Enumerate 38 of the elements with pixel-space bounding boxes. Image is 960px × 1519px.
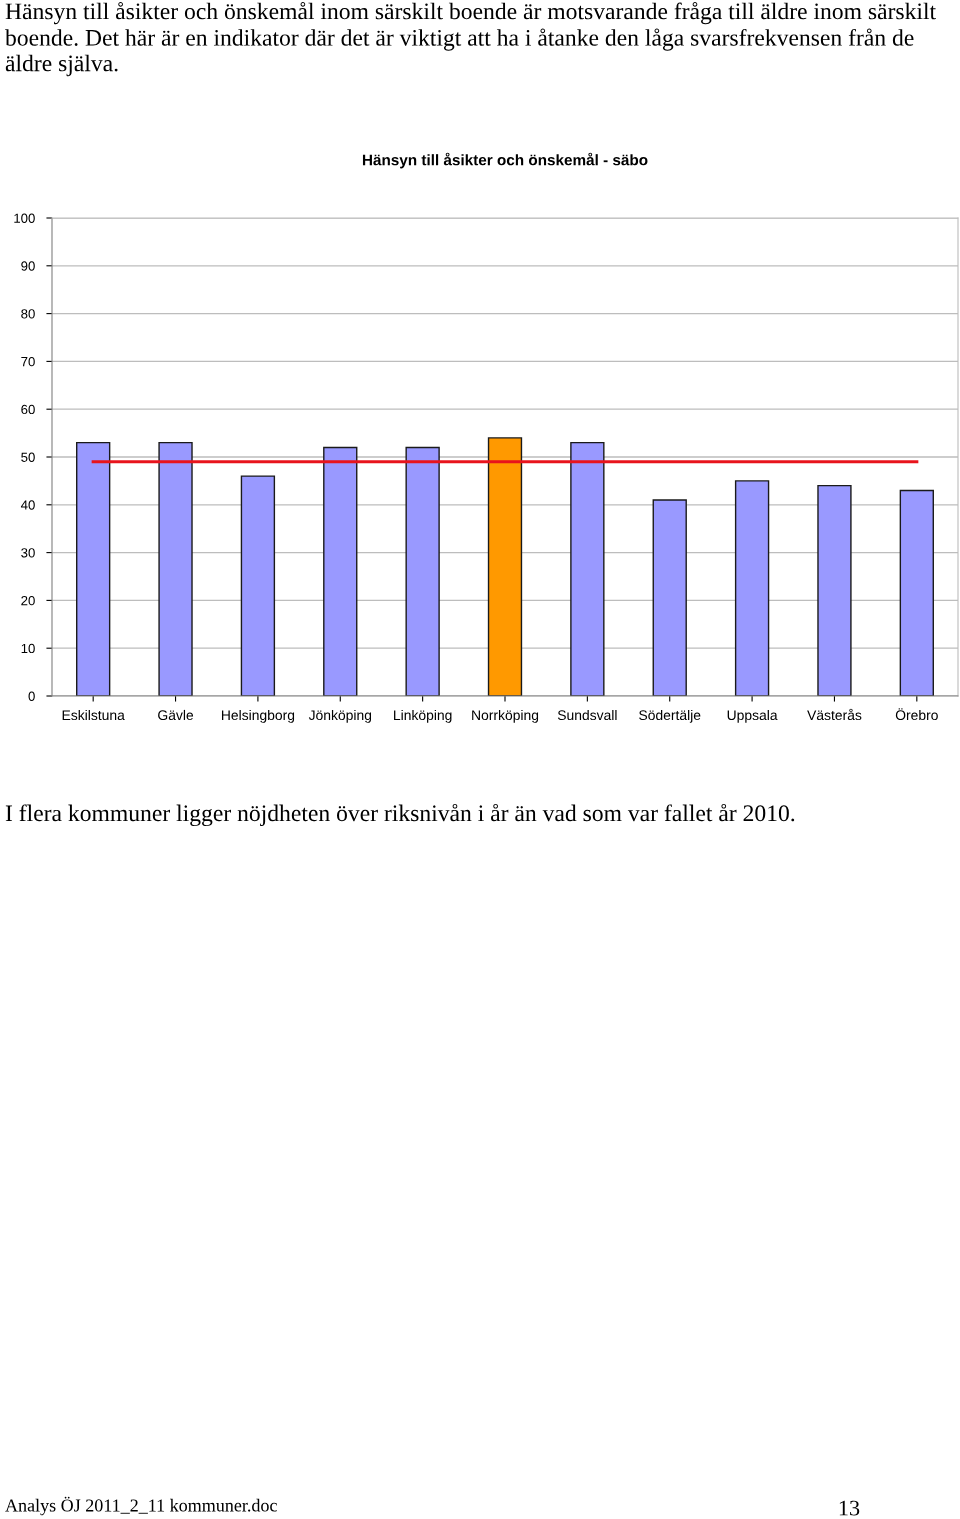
x-tick-label: Norrköping [472, 709, 539, 723]
bar [570, 441, 605, 696]
bar [817, 484, 852, 696]
text: 13 [839, 1500, 860, 1516]
x-tick-label: Gävle [158, 709, 194, 721]
y-tick-label: 70 [21, 356, 35, 367]
y-tick-label: 30 [21, 548, 35, 558]
bar [76, 441, 111, 696]
y-tick-label: 100 [14, 213, 35, 223]
x-tick-label: Uppsala [727, 709, 778, 723]
y-tick-label: 20 [21, 595, 35, 606]
x-tick-label: Södertälje [639, 709, 701, 723]
y-tick-label: 10 [21, 643, 35, 654]
y-tick-label: 60 [21, 404, 35, 415]
bar [323, 446, 358, 696]
y-tick-label: 40 [20, 500, 35, 510]
bar [652, 499, 687, 696]
x-tick-label: Västerås [807, 708, 862, 721]
y-tick-label: 50 [21, 452, 35, 462]
text: I flera kommuner ligger nöjdheten över riksnivån i år än vad som var fallet år 2010. [5, 803, 795, 827]
y-tick-label: 80 [21, 309, 35, 319]
x-tick-label: Helsingborg [221, 709, 295, 723]
text: Hänsyn till åsikter och önskemål inom särskilt boende är motsvarande fråga till äldre inom särskilt boende. Det här är en indikator där det är viktigt att ha i åtanke den låga svarsfrekvensen från de äldre själva. [5, 2, 936, 77]
x-tick-label: Örebro [895, 708, 938, 721]
x-tick-label: Sundsvall [557, 709, 617, 721]
bar [899, 489, 934, 696]
chart-title: Hänsyn till åsikter och önskemål - säbo [362, 152, 648, 169]
x-tick-label: Linköping [394, 709, 452, 723]
bar [158, 441, 193, 696]
y-tick-label: 90 [21, 261, 35, 271]
bar [734, 480, 770, 696]
bar [405, 446, 440, 696]
x-tick-label: Eskilstuna [62, 709, 125, 721]
x-tick-label: Jönköping [308, 709, 372, 723]
bar [487, 437, 523, 696]
y-tick-label: 0 [28, 691, 35, 701]
bar [240, 475, 276, 696]
text: Analys ÖJ 2011_2_11 kommuner.doc [5, 1496, 277, 1516]
